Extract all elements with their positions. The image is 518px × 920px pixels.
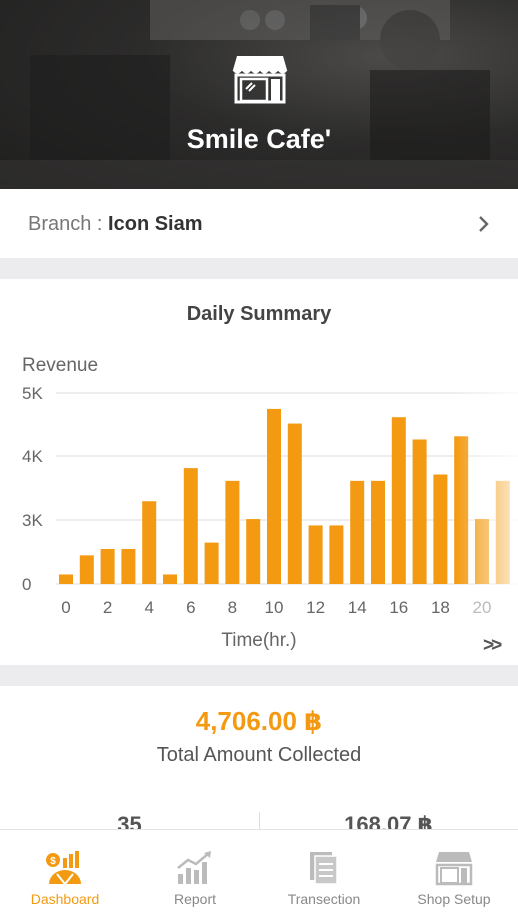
bar (204, 542, 219, 584)
y-tick-label: 4K (22, 447, 43, 466)
y-tick-label: 3K (22, 511, 43, 530)
x-tick-label: 18 (431, 598, 450, 617)
branch-label: Branch : (28, 213, 109, 235)
total-amount: 4,706.00 ฿ (195, 706, 323, 736)
bottom-tab-bar: $ Dashboard Report (0, 829, 518, 920)
daily-summary-card: Daily Summary Revenue 0 3K 4K 5K 0 2 4 6 8 10 12 14 1… (0, 279, 518, 665)
x-tick-label: 14 (348, 598, 367, 617)
bar (142, 501, 157, 584)
y-tick-label: 5K (22, 384, 43, 403)
x-tick-label: 12 (306, 598, 325, 617)
branch-text: Branch : Icon Siam (28, 213, 203, 236)
dashboard-icon: $ (46, 851, 81, 885)
header-overlay (0, 0, 518, 189)
daily-summary-title: Daily Summary (186, 303, 332, 325)
tab-report-label: Report (173, 891, 217, 907)
bar (329, 525, 344, 584)
y-axis-label: Revenue (22, 355, 98, 376)
x-axis-label: Time(hr.) (221, 630, 296, 651)
bar (308, 525, 323, 584)
chevron-right-icon (479, 216, 489, 232)
branch-name: Icon Siam (108, 213, 203, 235)
shop-name: Smile Cafe' (186, 124, 332, 154)
bar (79, 555, 94, 584)
bar (267, 408, 281, 584)
chart-scroll-right-button[interactable]: >> (483, 635, 502, 656)
bar (246, 519, 261, 584)
tab-transaction-label: Transection (287, 891, 361, 907)
bar (59, 574, 73, 584)
chart-fade-overlay (455, 379, 518, 589)
y-tick-label: 0 (22, 575, 31, 594)
bar (183, 468, 198, 584)
x-tick-label: 6 (186, 598, 195, 617)
branch-selector[interactable]: Branch : Icon Siam (0, 189, 518, 258)
revenue-chart: Revenue 0 3K 4K 5K 0 2 4 6 8 10 12 14 16 18 20 Time(hr.) (22, 355, 518, 651)
coffee-machine-background (0, 0, 518, 189)
tab-shop-setup-label: Shop Setup (417, 891, 491, 907)
shop-setup-icon (435, 852, 473, 886)
bar (433, 474, 448, 584)
report-icon (177, 851, 211, 884)
tab-report[interactable]: Report (130, 830, 260, 920)
tab-dashboard[interactable]: $ Dashboard (0, 830, 130, 920)
bar (287, 423, 302, 584)
bar (350, 480, 365, 584)
bar (391, 417, 406, 584)
svg-text:$: $ (50, 856, 56, 867)
bar (163, 574, 177, 584)
tab-shop-setup[interactable]: Shop Setup (389, 830, 518, 920)
store-icon (232, 56, 288, 104)
x-tick-label: 2 (103, 598, 112, 617)
x-tick-label: 4 (144, 598, 153, 617)
bar (225, 480, 240, 584)
bar (371, 480, 385, 584)
shop-header: Smile Cafe' (0, 0, 518, 189)
x-tick-label: 16 (389, 598, 408, 617)
tab-dashboard-label: Dashboard (30, 891, 100, 907)
transaction-icon (310, 852, 338, 885)
tab-transaction[interactable]: Transection (259, 830, 389, 920)
bar (412, 439, 427, 584)
bar (100, 548, 115, 584)
x-tick-label: 0 (61, 598, 70, 617)
x-tick-label: 20 (473, 598, 492, 617)
x-tick-label: 10 (265, 598, 284, 617)
stat-divider (259, 812, 260, 834)
x-tick-label: 8 (228, 598, 237, 617)
bar (121, 548, 136, 584)
total-amount-label: Total Amount Collected (156, 744, 362, 766)
